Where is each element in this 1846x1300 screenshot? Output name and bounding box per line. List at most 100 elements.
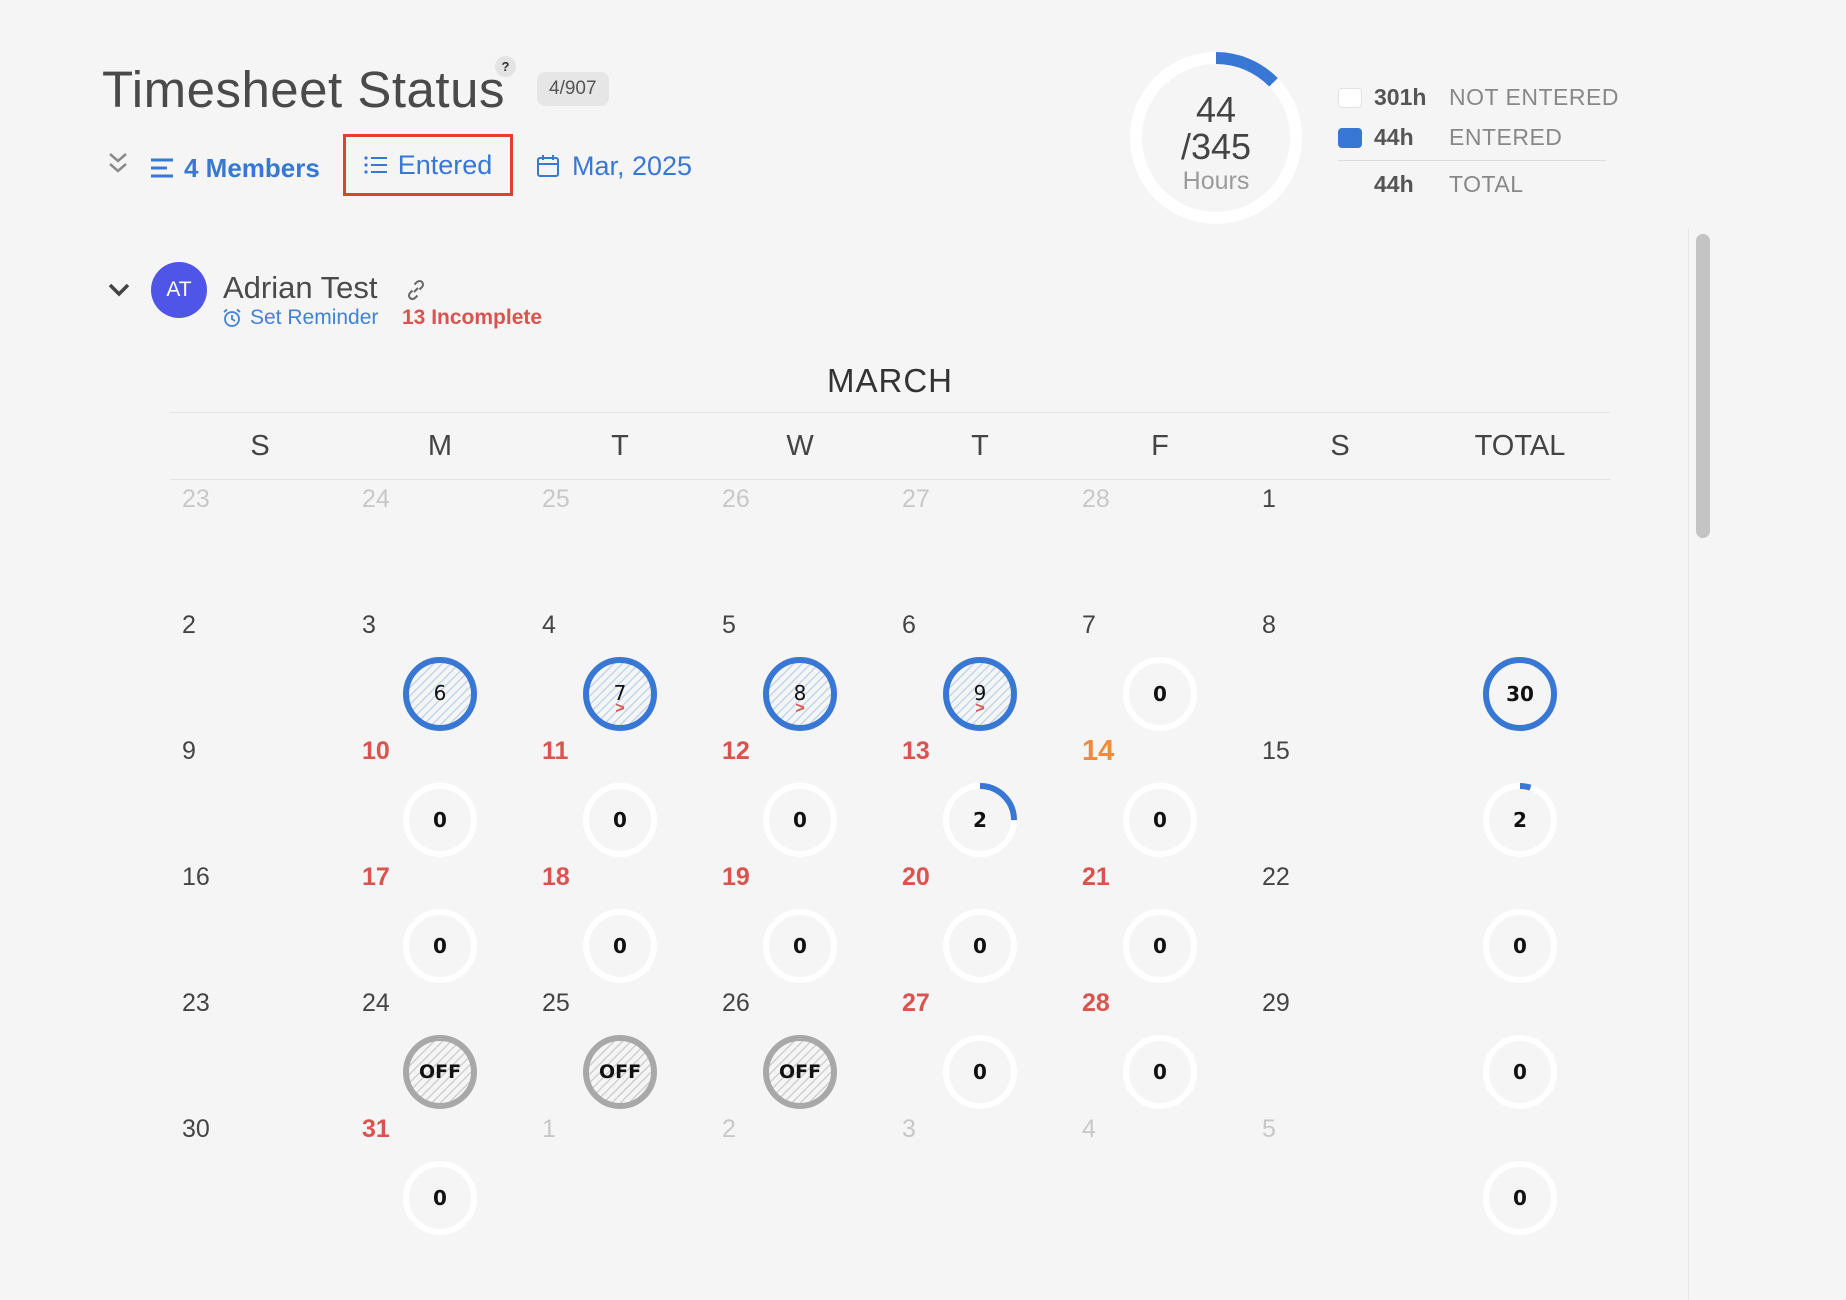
day-number: 18 [542, 863, 570, 891]
ring-graphic [763, 1035, 837, 1109]
day-hours-ring[interactable]: OFF [760, 1032, 840, 1112]
week-total-ring[interactable]: 30 [1480, 654, 1560, 734]
ring-graphic [1483, 909, 1557, 983]
ring-graphic [1123, 783, 1197, 857]
count-badge: 4/907 [537, 72, 609, 106]
day-number: 17 [362, 863, 390, 891]
expand-all-icon[interactable] [106, 150, 130, 180]
hours-summary-donut [1130, 52, 1302, 224]
hours-summary-text: 44 /345 Hours [1128, 92, 1304, 196]
day-number: 31 [362, 1115, 390, 1143]
day-number: 23 [182, 485, 210, 513]
day-hours-ring[interactable]: 7 > [580, 654, 660, 734]
ring-hours-value: OFF [418, 1061, 462, 1083]
legend-label: ENTERED [1449, 124, 1563, 150]
incomplete-status[interactable]: 13 Incomplete [402, 306, 543, 329]
overtime-arrow-icon: > [795, 700, 805, 717]
ring-hours-value: 2 [973, 808, 987, 832]
ring-graphic [583, 657, 657, 731]
day-hours-ring[interactable]: 2 [940, 780, 1020, 860]
members-filter-button[interactable]: 4 Members [150, 150, 320, 186]
help-icon[interactable]: ? [495, 56, 516, 77]
total-hours-value: /345 [1180, 126, 1252, 167]
ring-hours-value: 0 [973, 934, 987, 958]
day-hours-ring[interactable]: 0 [1120, 906, 1200, 986]
day-hours-ring[interactable]: 6 [400, 654, 480, 734]
calendar-divider [170, 412, 1610, 413]
scrollbar-track[interactable] [1688, 228, 1717, 1300]
link-icon[interactable] [404, 278, 428, 302]
day-hours-ring[interactable]: 0 [940, 906, 1020, 986]
ring-hours-value: 0 [433, 1186, 447, 1210]
legend-entered: 44h ENTERED [1338, 124, 1562, 151]
ring-graphic [1483, 783, 1557, 857]
ring-graphic [943, 909, 1017, 983]
month-picker-label: Mar, 2025 [572, 150, 693, 181]
status-filter-button[interactable]: Entered [343, 134, 513, 196]
day-number: 26 [722, 485, 750, 513]
day-hours-ring[interactable]: 0 [760, 906, 840, 986]
day-number: 21 [1082, 863, 1110, 891]
not-entered-swatch [1338, 87, 1362, 108]
alarm-clock-icon [223, 308, 241, 327]
day-hours-ring[interactable]: 0 [760, 780, 840, 860]
day-hours-ring[interactable]: 0 [1120, 654, 1200, 734]
day-number: 6 [902, 611, 916, 639]
month-picker-button[interactable]: Mar, 2025 [536, 148, 692, 184]
ring-hours-value: 0 [973, 1060, 987, 1084]
day-number: 28 [1082, 989, 1110, 1017]
day-number: 9 [182, 737, 196, 765]
week-total-ring[interactable]: 0 [1480, 1032, 1560, 1112]
day-hours-ring[interactable]: 0 [400, 780, 480, 860]
week-total-ring[interactable]: 0 [1480, 1158, 1560, 1238]
day-hours-ring[interactable]: 0 [1120, 780, 1200, 860]
day-number: 23 [182, 989, 210, 1017]
week-total-ring[interactable]: 2 [1480, 780, 1560, 860]
entered-swatch [1338, 127, 1362, 148]
total-swatch-spacer [1338, 175, 1362, 195]
ring-hours-value: 0 [613, 808, 627, 832]
day-hours-ring[interactable]: 0 [400, 1158, 480, 1238]
day-hours-ring[interactable]: 9 > [940, 654, 1020, 734]
ring-hours-value: OFF [778, 1061, 822, 1083]
day-hours-ring[interactable]: 0 [400, 906, 480, 986]
legend-hours: 44h [1374, 171, 1414, 197]
day-hours-ring[interactable]: 0 [580, 906, 660, 986]
ring-hours-value: 9 [973, 681, 987, 705]
legend-hours: 301h [1374, 84, 1427, 110]
collapse-member-chevron-icon[interactable] [106, 280, 132, 300]
set-reminder-button[interactable]: Set Reminder [222, 306, 378, 330]
day-hours-ring[interactable]: OFF [580, 1032, 660, 1112]
day-number: 27 [902, 989, 930, 1017]
day-number: 25 [542, 989, 570, 1017]
day-hours-ring[interactable]: OFF [400, 1032, 480, 1112]
ring-hours-value: OFF [598, 1061, 642, 1083]
ring-hours-value: 8 [793, 681, 807, 705]
day-number: 27 [902, 485, 930, 513]
ring-graphic [403, 783, 477, 857]
ring-hours-value: 6 [433, 681, 447, 705]
bullet-list-icon [364, 156, 387, 174]
day-number: 3 [362, 611, 376, 639]
member-name: Adrian Test [223, 270, 378, 305]
day-hours-ring[interactable]: 0 [580, 780, 660, 860]
day-number: 15 [1262, 737, 1290, 765]
legend-not-entered: 301h NOT ENTERED [1338, 84, 1619, 111]
list-lines-icon [151, 158, 173, 178]
ring-hours-value: 0 [433, 808, 447, 832]
ring-hours-value: 0 [1153, 934, 1167, 958]
ring-graphic [403, 1035, 477, 1109]
day-number: 3 [902, 1115, 916, 1143]
week-total-ring[interactable]: 0 [1480, 906, 1560, 986]
day-hours-ring[interactable]: 0 [940, 1032, 1020, 1112]
weekday-header: M [427, 430, 453, 462]
calendar-divider [170, 479, 1610, 480]
day-hours-ring[interactable]: 0 [1120, 1032, 1200, 1112]
day-number: 24 [362, 989, 390, 1017]
day-number: 20 [902, 863, 930, 891]
ring-graphic [583, 909, 657, 983]
day-number: 4 [542, 611, 556, 639]
day-hours-ring[interactable]: 8 > [760, 654, 840, 734]
ring-hours-value: 0 [1513, 1060, 1527, 1084]
scrollbar-thumb[interactable] [1696, 234, 1710, 538]
